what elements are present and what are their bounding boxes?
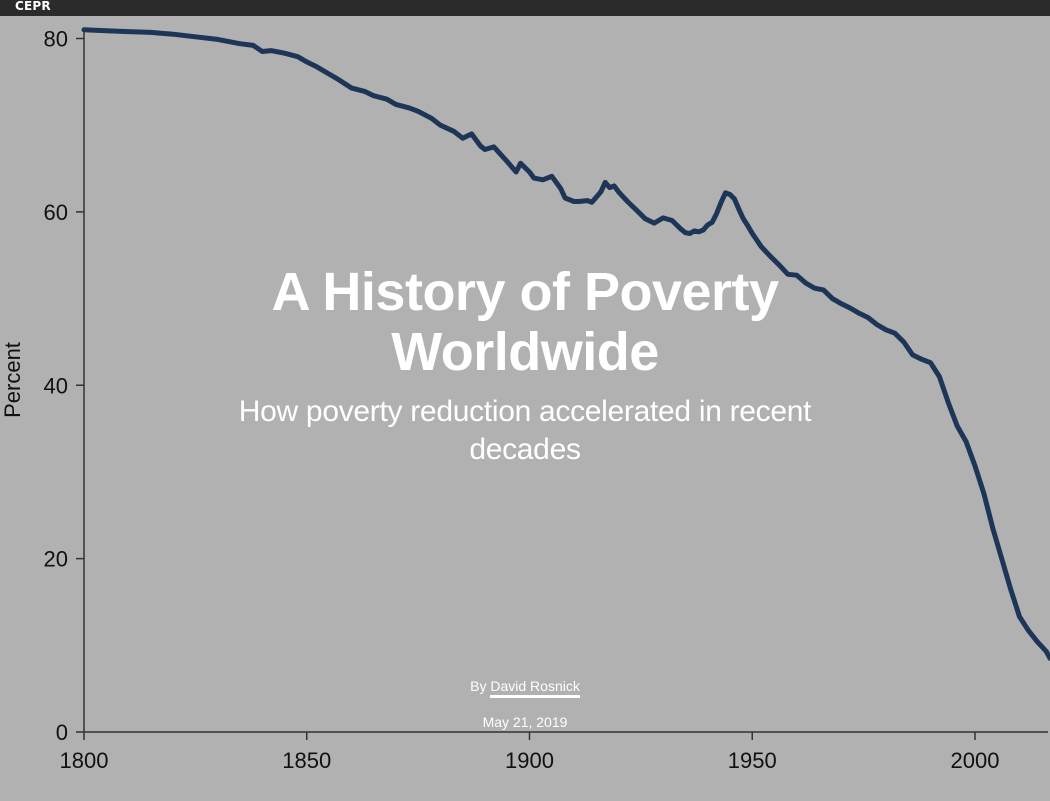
x-tick-label: 2000 xyxy=(951,748,1000,773)
subtitle-line-1: How poverty reduction accelerated in rec… xyxy=(238,395,812,428)
brand-logo[interactable]: CEPR xyxy=(15,0,51,13)
y-axis-label: Percent xyxy=(0,342,25,418)
title-line-2: Worldwide xyxy=(391,322,659,382)
x-tick-label: 1950 xyxy=(728,748,777,773)
y-tick-label: 40 xyxy=(44,373,68,398)
poverty-series-line xyxy=(81,27,1050,661)
y-tick-label: 80 xyxy=(44,27,68,52)
y-tick-label: 0 xyxy=(56,720,68,745)
chart-axes: 0 20 40 60 80 1800 1850 1900 1950 2000 xyxy=(44,27,1048,773)
subtitle-line-2: decades xyxy=(469,433,581,466)
y-tick-label: 60 xyxy=(44,200,68,225)
title-line-1: A History of Poverty xyxy=(271,262,779,322)
top-bar: CEPR xyxy=(0,0,1050,16)
author-link[interactable]: David Rosnick xyxy=(490,678,580,698)
x-tick-label: 1850 xyxy=(282,748,331,773)
byline-prefix: By xyxy=(470,678,487,694)
page-title: A History of Poverty Worldwide xyxy=(0,262,1050,382)
x-tick-label: 1800 xyxy=(60,748,109,773)
byline: By David Rosnick xyxy=(0,676,1050,698)
y-tick-label: 20 xyxy=(44,547,68,572)
page-subtitle: How poverty reduction accelerated in rec… xyxy=(0,393,1050,469)
x-tick-label: 1900 xyxy=(505,748,554,773)
publish-date: May 21, 2019 xyxy=(482,714,568,730)
